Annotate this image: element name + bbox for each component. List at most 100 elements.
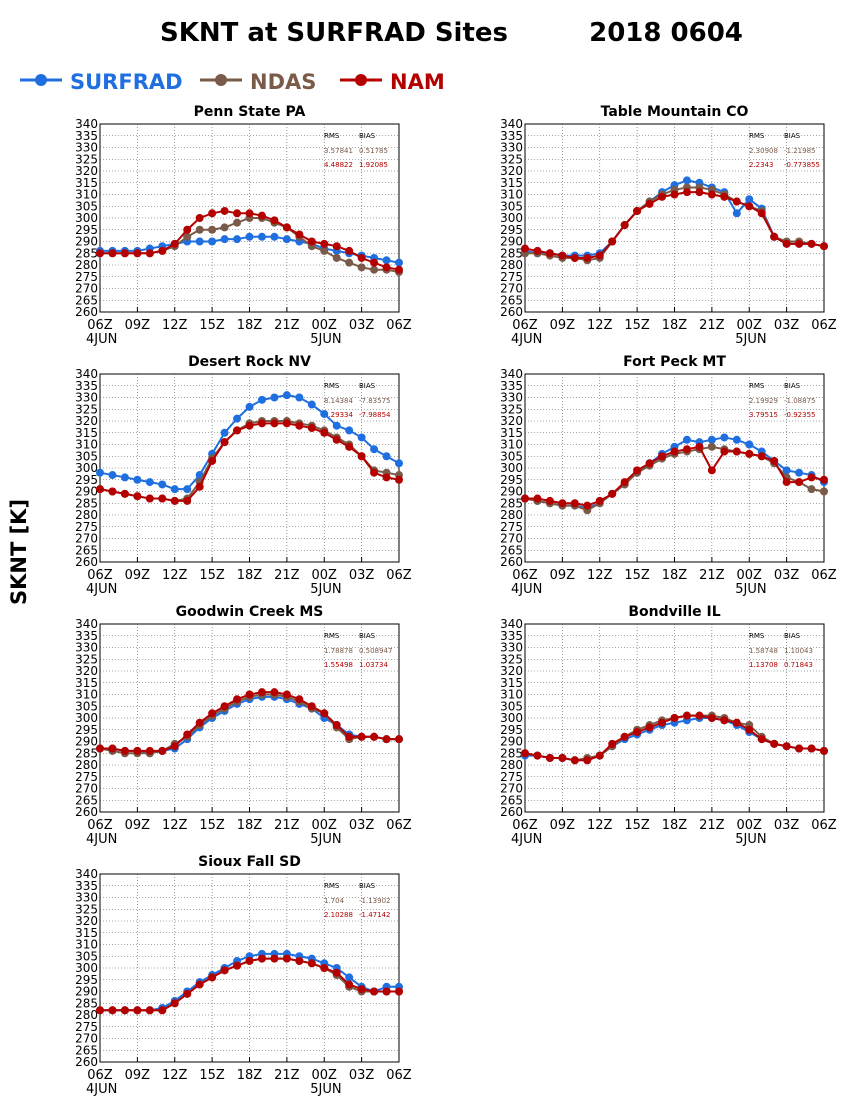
stats-bias-nam: 1.03734	[359, 661, 388, 669]
data-point-surfrad	[382, 452, 391, 461]
data-point-nam	[295, 230, 304, 239]
y-tick-label: 320	[75, 664, 98, 678]
data-point-nam	[120, 746, 129, 755]
y-tick-label: 335	[500, 129, 523, 143]
stats-bias-header: BIAS	[359, 632, 376, 640]
stats-rms-header: RMS	[324, 382, 340, 390]
y-tick-label: 310	[75, 188, 98, 202]
y-tick-label: 320	[500, 664, 523, 678]
x-tick-label: 12Z	[587, 818, 613, 833]
y-tick-label: 315	[500, 426, 523, 440]
stats-bias-ndas: -1.08875	[784, 397, 815, 405]
data-point-surfrad	[282, 235, 291, 244]
data-point-nam	[245, 690, 254, 699]
data-point-nam	[108, 487, 117, 496]
x-tick-label: 00Z	[737, 318, 763, 333]
x-tick-label: 06Z	[811, 568, 837, 583]
data-point-surfrad	[357, 433, 366, 442]
data-point-nam	[820, 242, 828, 251]
data-point-surfrad	[332, 421, 341, 430]
data-point-nam	[807, 744, 816, 753]
y-tick-label: 275	[75, 520, 98, 534]
legend-marker-nam	[355, 74, 367, 86]
panels: Penn State PA260265270275280285290295300…	[75, 104, 837, 1097]
data-point-nam	[757, 735, 766, 744]
data-point-nam	[233, 695, 242, 704]
data-point-nam	[770, 739, 779, 748]
data-point-nam	[320, 428, 329, 437]
y-tick-label: 285	[75, 996, 98, 1010]
y-tick-label: 275	[500, 770, 523, 784]
data-point-nam	[558, 251, 567, 260]
data-point-nam	[608, 739, 617, 748]
data-point-nam	[658, 718, 667, 727]
data-point-nam	[320, 709, 329, 718]
data-point-ndas	[183, 232, 192, 241]
data-point-nam	[732, 718, 741, 727]
data-point-nam	[307, 702, 316, 711]
y-tick-label: 315	[75, 426, 98, 440]
stats-bias-ndas: 0.51785	[359, 147, 388, 155]
x-tick-label: 12Z	[162, 568, 188, 583]
data-point-nam	[682, 445, 691, 454]
x-tick-label: 03Z	[774, 568, 800, 583]
y-tick-label: 305	[500, 699, 523, 713]
stats-rms-ndas: 3.57841	[324, 147, 353, 155]
y-tick-label: 265	[75, 793, 98, 807]
y-tick-label: 325	[75, 402, 98, 416]
data-point-nam	[570, 756, 579, 765]
data-point-nam	[620, 478, 629, 487]
data-point-nam	[670, 190, 679, 199]
data-point-nam	[382, 735, 391, 744]
x-tick-label: 03Z	[349, 318, 375, 333]
data-point-nam	[757, 452, 766, 461]
x-tick-label: 00Z	[312, 818, 338, 833]
data-point-nam	[208, 709, 217, 718]
y-tick-label: 260	[500, 805, 523, 819]
data-point-nam	[170, 239, 179, 248]
data-point-nam	[395, 987, 403, 996]
y-tick-label: 330	[500, 391, 523, 405]
data-point-surfrad	[282, 391, 291, 400]
y-tick-label: 305	[500, 449, 523, 463]
data-point-surfrad	[745, 440, 754, 449]
data-point-surfrad	[395, 459, 403, 468]
data-point-nam	[145, 1006, 154, 1015]
stats-rms-ndas: 1.58748	[749, 647, 778, 655]
y-tick-label: 340	[500, 117, 523, 131]
data-point-surfrad	[183, 485, 192, 494]
data-point-nam	[545, 753, 554, 762]
panel-goodwin-creek-ms: Goodwin Creek MS 260265270275280285290295…	[75, 604, 412, 847]
y-tick-label: 340	[500, 617, 523, 631]
data-point-nam	[233, 209, 242, 218]
panel-table-mountain-co: Table Mountain CO 26026527027528028529029…	[500, 104, 837, 347]
legend-label-surfrad: SURFRAD	[70, 70, 183, 94]
stats-rms-header: RMS	[749, 632, 765, 640]
y-tick-label: 280	[500, 758, 523, 772]
data-point-nam	[195, 214, 204, 222]
x-tick-label: 21Z	[274, 568, 300, 583]
x-tick-label: 03Z	[349, 1068, 375, 1083]
data-point-surfrad	[208, 237, 217, 246]
y-tick-label: 260	[500, 305, 523, 319]
data-point-nam	[307, 424, 316, 433]
data-point-nam	[545, 496, 554, 505]
data-point-nam	[645, 459, 654, 468]
y-tick-label: 290	[500, 235, 523, 249]
data-point-surfrad	[732, 209, 741, 218]
data-point-nam	[170, 999, 179, 1008]
y-tick-label: 265	[500, 293, 523, 307]
data-point-surfrad	[745, 195, 754, 204]
y-tick-label: 300	[500, 461, 523, 475]
stats-rms-ndas: 2.30908	[749, 147, 778, 155]
data-point-nam	[395, 475, 403, 484]
data-point-nam	[533, 494, 542, 503]
data-point-nam	[707, 190, 716, 199]
stats-rms-nam: 1.55498	[324, 661, 353, 669]
panel-desert-rock-nv: Desert Rock NV26026527027528028529029530…	[75, 354, 412, 597]
y-tick-label: 285	[75, 496, 98, 510]
y-tick-label: 265	[75, 543, 98, 557]
panel-bondville-il: Bondville IL2602652702752802852902953003…	[500, 604, 837, 847]
y-tick-label: 270	[500, 282, 523, 296]
data-point-nam	[608, 237, 617, 246]
